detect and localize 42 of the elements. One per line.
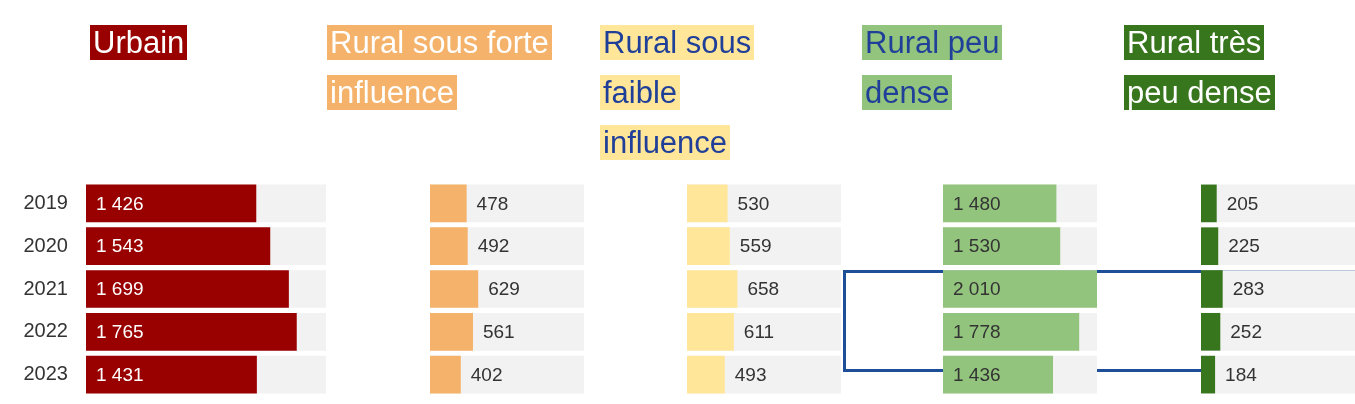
data-label: 1 431 (96, 363, 144, 385)
bar (1201, 355, 1216, 394)
data-label: 283 (1232, 278, 1265, 300)
bar (1201, 227, 1219, 266)
data-label: 1 543 (96, 235, 144, 257)
chart-title: Urbain (90, 25, 188, 60)
y-tick-label: 2022 (23, 319, 68, 342)
data-label: 1 426 (96, 192, 144, 214)
data-label: 1 699 (96, 278, 144, 300)
data-label: 1 436 (953, 363, 1001, 385)
data-label: 658 (747, 278, 780, 300)
bar (1201, 270, 1223, 308)
chart-title: Rural sous forte influence (327, 25, 552, 110)
data-label: 225 (1228, 235, 1260, 257)
data-label: 611 (743, 321, 775, 343)
bar (430, 355, 461, 394)
bar (1201, 312, 1221, 351)
data-label: 252 (1230, 321, 1263, 343)
y-tick-label: 2019 (23, 190, 68, 213)
data-label: 492 (477, 235, 510, 257)
y-tick-label: 2020 (23, 233, 68, 256)
data-label: 1 778 (953, 321, 1001, 343)
data-label: 1 530 (953, 235, 1001, 257)
y-tick-label: 2021 (23, 276, 68, 299)
bar (1201, 184, 1217, 223)
data-label: 205 (1226, 192, 1259, 214)
data-label: 530 (737, 192, 770, 214)
chart-title: Rural peu dense (862, 25, 1003, 110)
chart-title: Rural très peu dense (1124, 25, 1275, 110)
data-label: 559 (739, 235, 772, 257)
data-label: 184 (1225, 363, 1258, 385)
y-tick-label: 2023 (23, 362, 68, 385)
data-label: 402 (470, 363, 503, 385)
data-label: 493 (734, 363, 767, 385)
data-label: 561 (482, 321, 515, 343)
bar (430, 184, 467, 223)
data-label: 1 480 (953, 192, 1001, 214)
data-label: 629 (488, 278, 520, 300)
data-label: 478 (476, 192, 509, 214)
chart-title: Rural sous faible influence (600, 25, 755, 160)
data-label: 2 010 (953, 278, 1001, 300)
data-label: 1 765 (96, 321, 144, 343)
